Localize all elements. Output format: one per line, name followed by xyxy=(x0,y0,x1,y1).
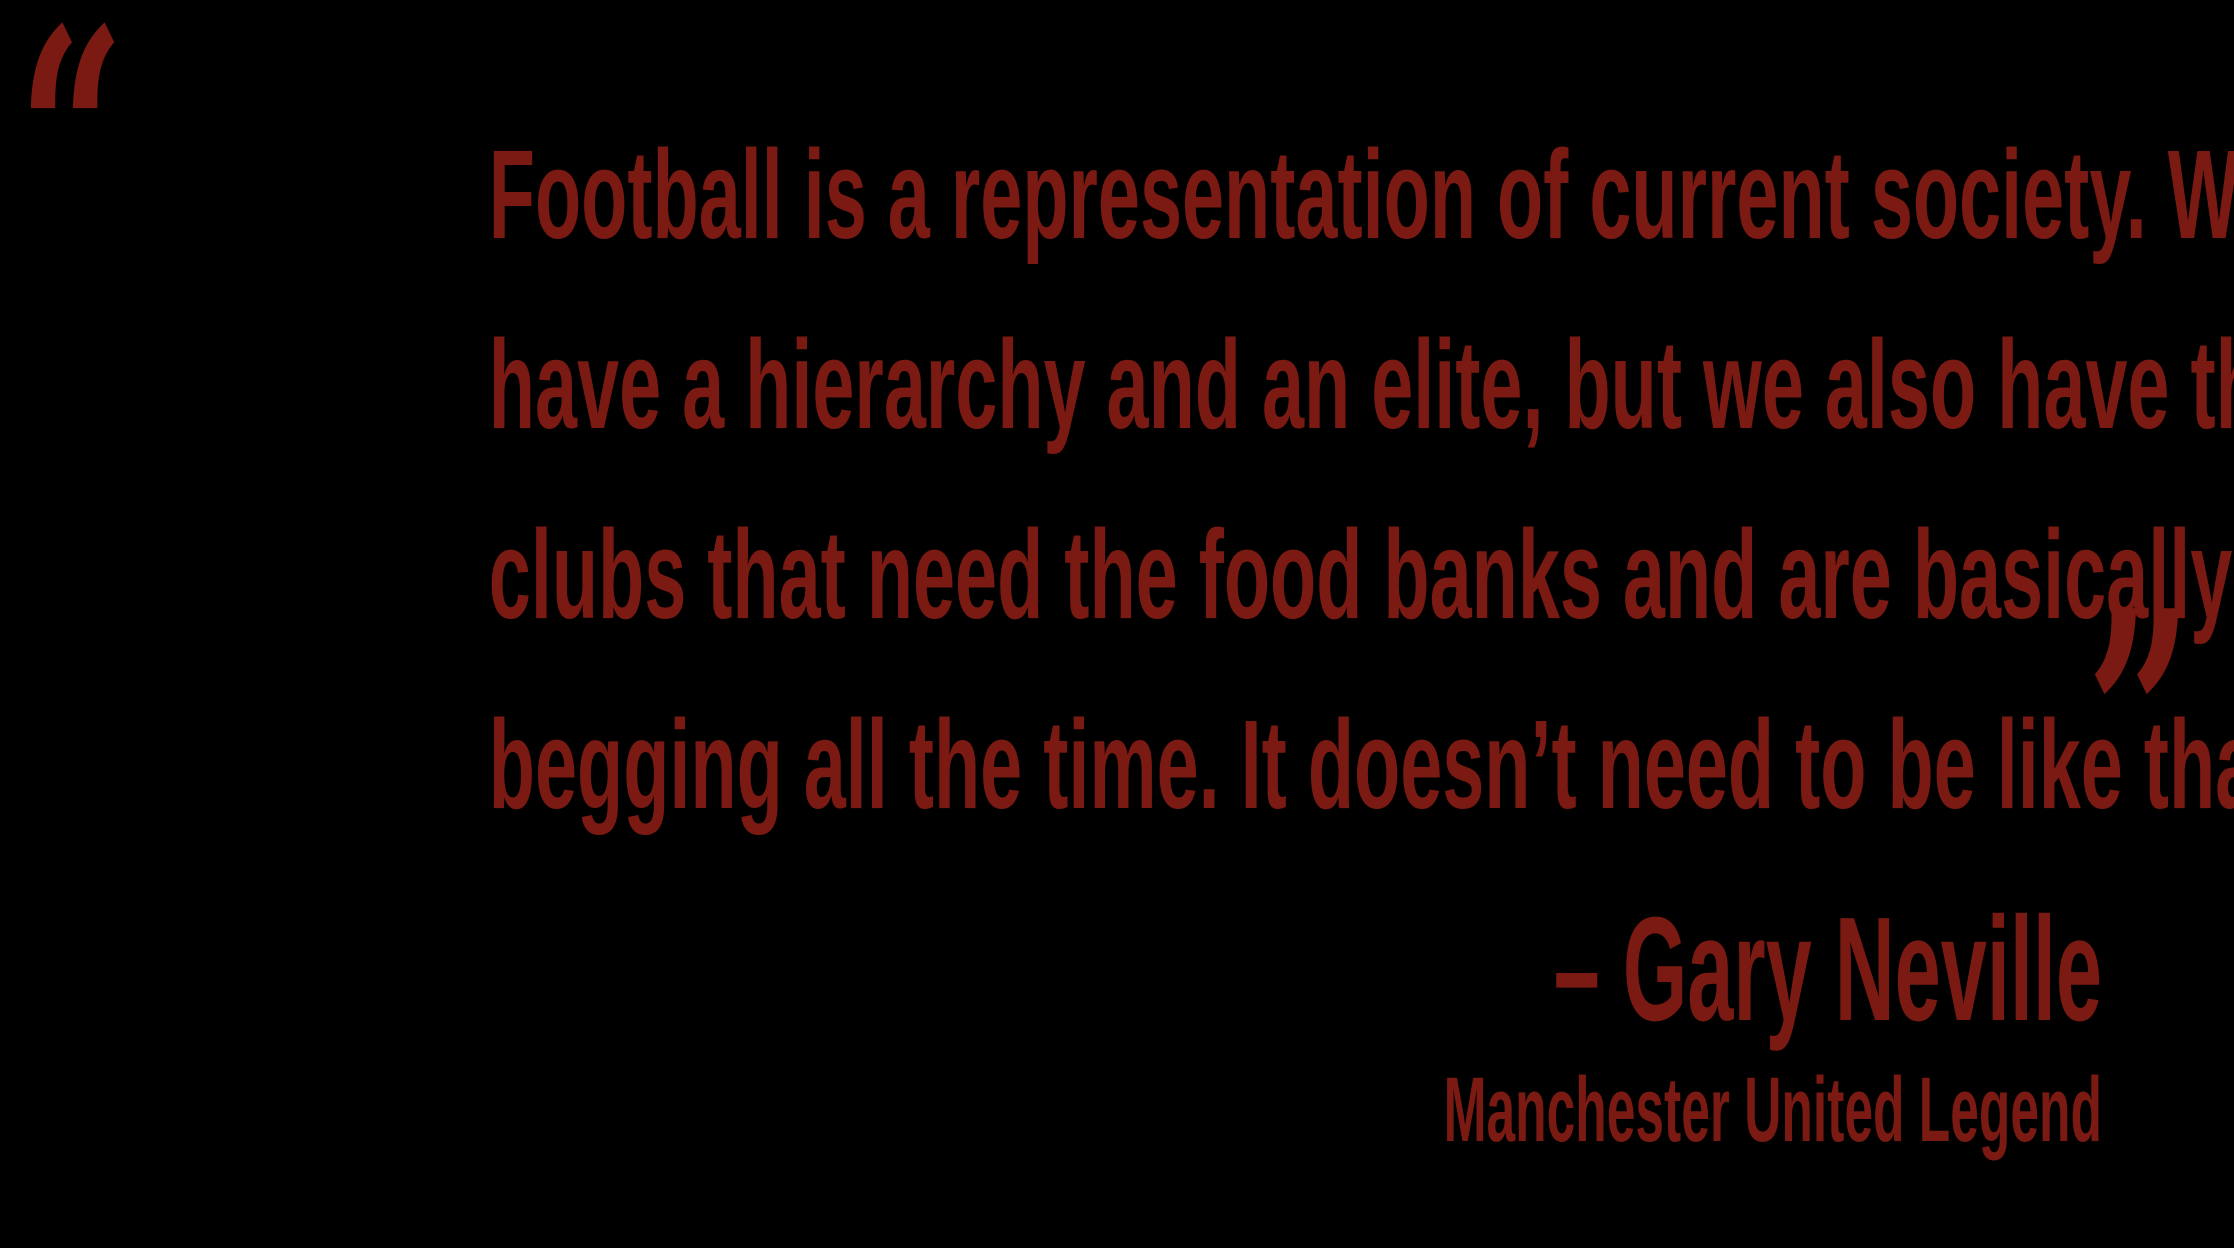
quote-line: have a hierarchy and an elite, but we al… xyxy=(488,314,2234,455)
close-quote-icon: ” xyxy=(2086,545,2193,898)
quote-line: clubs that need the food banks and are b… xyxy=(488,504,2233,645)
open-quote-icon: “ xyxy=(18,0,125,316)
author-name: – Gary Neville xyxy=(1553,887,2102,1052)
quote-text: Football is a representation of current … xyxy=(70,100,2234,860)
quote-line: begging all the time. It doesn’t need to… xyxy=(488,694,2234,835)
author-title: Manchester United Legend xyxy=(1443,1059,2102,1161)
quote-line: Football is a representation of current … xyxy=(488,124,2234,265)
attribution: – Gary Neville Manchester United Legend xyxy=(902,885,2102,1165)
